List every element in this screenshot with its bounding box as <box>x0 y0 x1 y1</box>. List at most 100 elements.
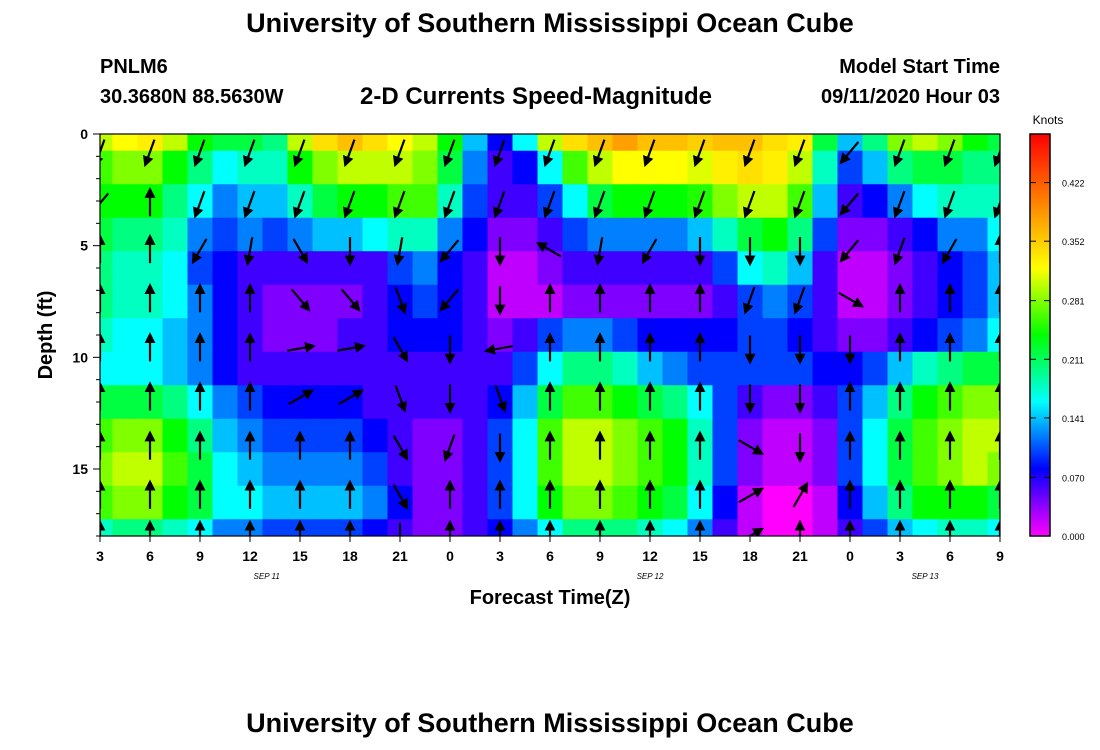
x-tick-label: 9 <box>996 548 1004 564</box>
heatmap-cell <box>837 150 864 185</box>
heatmap-cell <box>262 318 289 353</box>
heatmap-cell <box>100 452 114 487</box>
heatmap-cell <box>112 452 139 487</box>
heatmap-cell <box>312 485 339 520</box>
heatmap-cell <box>262 351 289 386</box>
x-tick-label: 3 <box>896 548 904 564</box>
heatmap-cell <box>187 134 214 152</box>
current-vector <box>392 434 409 461</box>
heatmap-cell <box>312 351 339 386</box>
current-vector <box>191 238 208 265</box>
current-vector <box>641 238 658 265</box>
heatmap-cell <box>162 284 189 319</box>
current-vector <box>943 190 956 219</box>
heatmap-cell <box>387 385 414 420</box>
current-vector <box>747 527 765 536</box>
current-vector <box>993 200 1000 219</box>
heatmap-cell <box>487 385 514 420</box>
heatmap-cell <box>812 318 839 353</box>
heatmap-cell <box>912 485 939 520</box>
heatmap-cell <box>362 485 389 520</box>
heatmap-cell <box>862 318 889 353</box>
y-axis: 0 5 10 15 <box>72 126 100 537</box>
heatmap-cell <box>862 418 889 453</box>
heatmap-cell <box>262 134 289 152</box>
heatmap-cell <box>987 134 1000 152</box>
current-vector <box>839 239 860 263</box>
heatmap-cell <box>612 134 639 152</box>
heatmap-cell <box>100 385 114 420</box>
heatmap-cell <box>837 284 864 319</box>
heatmap-cell <box>562 134 589 152</box>
x-tick-label: 0 <box>446 548 454 564</box>
date-label: SEP 12 <box>637 572 664 581</box>
heatmap-cell <box>712 351 739 386</box>
heatmap-cell <box>712 134 739 152</box>
heatmap-cell <box>662 519 689 536</box>
heatmap-cell <box>712 418 739 453</box>
x-tick-label: 18 <box>342 548 358 564</box>
heatmap-cell <box>387 452 414 487</box>
current-vector <box>893 139 906 168</box>
current-vector <box>535 241 562 258</box>
heatmap-cell <box>937 217 964 252</box>
x-tick-label: 3 <box>496 548 504 564</box>
heatmap-cell <box>762 452 789 487</box>
heatmap-cell <box>812 519 839 536</box>
heatmap-cell <box>612 217 639 252</box>
heatmap-cell <box>512 485 539 520</box>
heatmap-cell <box>537 251 564 286</box>
heatmap-cell <box>487 351 514 386</box>
heatmap-cell <box>612 184 639 219</box>
current-vector <box>593 237 605 267</box>
heatmap-cell <box>987 485 1000 520</box>
heatmap-cell <box>387 251 414 286</box>
heatmap-cell <box>462 284 489 319</box>
current-vector <box>287 342 317 353</box>
heatmap-cell <box>812 134 839 152</box>
heatmap-cell <box>862 351 889 386</box>
current-vector <box>943 139 956 168</box>
heatmap-cell <box>712 318 739 353</box>
heatmap-cell <box>462 184 489 219</box>
x-tick-label: 0 <box>846 548 854 564</box>
heatmap-cell <box>662 217 689 252</box>
x-tick-label: 6 <box>546 548 554 564</box>
x-tick-label: 12 <box>642 548 658 564</box>
heatmap-cell <box>912 351 939 386</box>
heatmap-cell <box>262 217 289 252</box>
heatmap-cell <box>962 485 989 520</box>
heatmap-cell <box>787 134 814 152</box>
x-tick-label: 18 <box>742 548 758 564</box>
heatmap-cell <box>100 184 114 219</box>
current-vector <box>738 487 765 504</box>
current-vector <box>439 288 460 312</box>
current-vector <box>288 389 315 405</box>
heatmap-cell <box>362 284 389 319</box>
heatmap-cell <box>112 418 139 453</box>
current-vector <box>643 190 656 219</box>
heatmap-cell <box>962 385 989 420</box>
heatmap-cell <box>287 217 314 252</box>
heatmap-cell <box>100 485 114 520</box>
current-vector <box>393 237 405 267</box>
current-vector <box>838 291 865 308</box>
heatmap-cell <box>912 284 939 319</box>
heatmap-cell <box>412 452 439 487</box>
heatmap-cell <box>862 251 889 286</box>
heatmap-cell <box>162 134 189 152</box>
heatmap-cell <box>162 519 189 536</box>
heatmap-cell <box>862 184 889 219</box>
heatmap-cell <box>587 251 614 286</box>
heatmap-cell <box>762 251 789 286</box>
heatmap-cell <box>412 251 439 286</box>
current-vector <box>893 237 906 266</box>
current-vector <box>337 342 367 353</box>
heatmap-cell <box>537 150 564 185</box>
heatmap-cell <box>112 251 139 286</box>
current-vector <box>493 139 506 168</box>
current-vector <box>693 190 706 219</box>
current-vector <box>293 190 306 219</box>
heatmap-cell <box>112 519 139 536</box>
heatmap-cell <box>212 418 239 453</box>
